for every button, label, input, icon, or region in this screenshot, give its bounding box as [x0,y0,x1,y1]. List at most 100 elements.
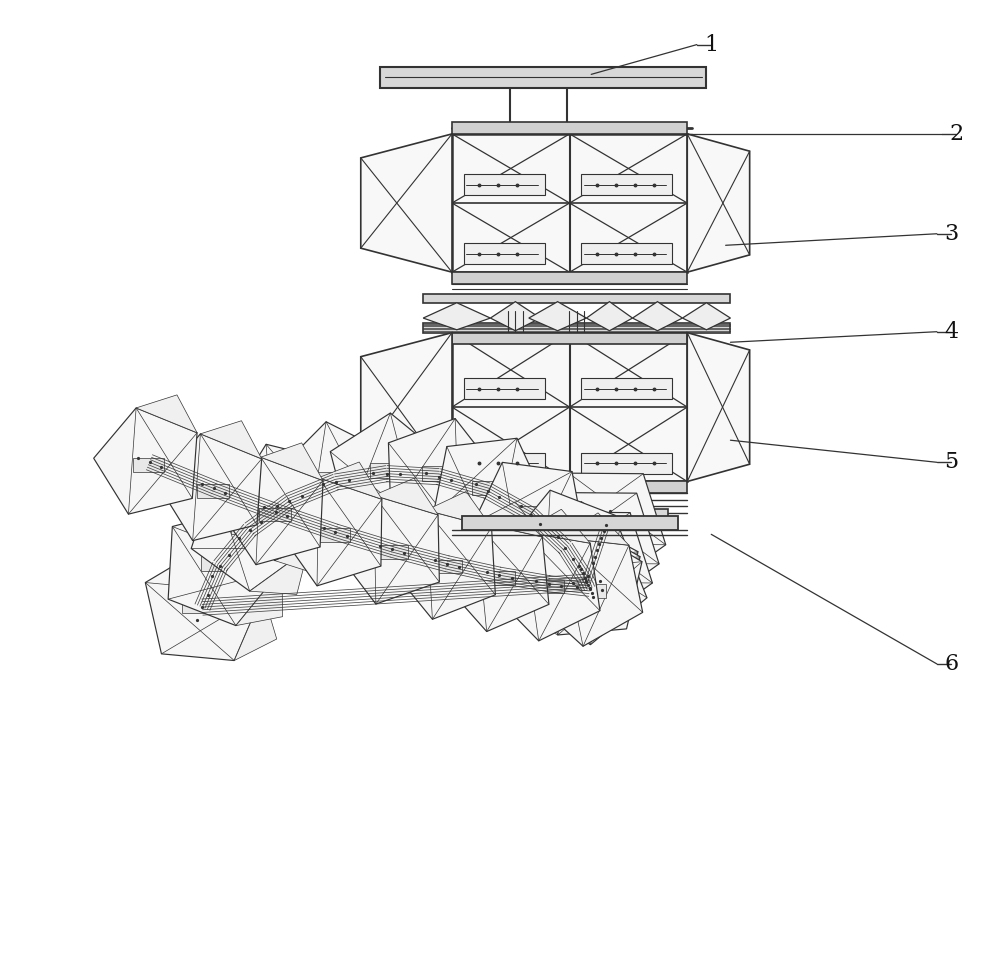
Polygon shape [527,473,569,544]
Bar [573,573,606,586]
Polygon shape [515,512,556,582]
Polygon shape [374,479,438,515]
Polygon shape [228,444,341,560]
Bar [422,466,456,481]
Bar [452,122,687,134]
Bar [182,598,217,613]
Polygon shape [433,516,495,559]
Polygon shape [561,513,629,545]
Polygon shape [687,134,750,273]
Polygon shape [529,301,586,330]
Bar [471,509,668,527]
Polygon shape [191,480,308,591]
Polygon shape [426,491,492,528]
Polygon shape [279,478,382,586]
Bar [464,174,545,195]
Polygon shape [472,462,585,574]
Polygon shape [250,549,308,594]
Polygon shape [390,510,495,619]
Polygon shape [500,544,544,603]
Polygon shape [523,509,590,543]
Bar [380,66,706,88]
Polygon shape [682,302,730,329]
Bar [462,516,678,530]
Polygon shape [515,567,557,630]
Polygon shape [388,419,499,534]
Bar [578,557,613,572]
Polygon shape [472,526,523,574]
Polygon shape [586,301,633,330]
Bar [259,508,291,521]
Bar [452,332,687,344]
Polygon shape [490,301,540,330]
Bar [452,332,687,482]
Polygon shape [236,569,282,626]
Bar [573,585,606,598]
Polygon shape [200,421,262,458]
Polygon shape [275,534,341,575]
Polygon shape [276,422,390,536]
Bar [452,273,687,284]
Polygon shape [476,502,542,536]
Bar [464,378,545,400]
Polygon shape [423,302,490,329]
Text: 5: 5 [944,452,958,473]
Bar [201,557,235,571]
Polygon shape [521,493,563,563]
Polygon shape [491,532,600,640]
Bar [472,481,506,495]
Polygon shape [158,434,262,540]
Polygon shape [506,490,615,603]
Polygon shape [361,332,452,482]
Bar [464,453,545,474]
Polygon shape [145,545,263,661]
Bar [318,472,353,486]
Polygon shape [319,462,382,499]
Polygon shape [539,493,659,607]
Bar [581,174,672,195]
Polygon shape [533,512,652,626]
Text: 1: 1 [704,34,718,56]
Bar [569,578,604,593]
Polygon shape [532,537,643,646]
Polygon shape [234,593,277,661]
Bar [532,580,564,593]
Bar [197,484,229,498]
Polygon shape [309,525,379,560]
Polygon shape [547,502,620,534]
Bar [581,453,672,474]
Text: 6: 6 [944,653,958,675]
Polygon shape [442,522,549,632]
Bar [585,537,620,553]
Bar [133,458,164,472]
Bar [581,378,672,400]
Bar [452,482,687,493]
Bar [516,506,550,520]
Bar [271,491,305,506]
Bar [231,520,265,534]
Bar [430,560,462,573]
Polygon shape [633,301,682,330]
Polygon shape [136,395,197,432]
Polygon shape [348,521,420,553]
Polygon shape [526,519,638,630]
Polygon shape [261,443,323,481]
Polygon shape [528,530,647,644]
Bar [581,244,672,265]
Polygon shape [529,523,640,633]
Polygon shape [94,408,197,514]
Polygon shape [391,514,459,552]
Polygon shape [687,332,750,482]
Polygon shape [517,569,557,633]
Bar [571,569,604,584]
Bar [591,518,626,534]
Bar [452,134,687,273]
Bar [319,528,350,541]
Text: 3: 3 [944,222,958,245]
Polygon shape [335,495,439,604]
Polygon shape [168,508,282,626]
Bar [482,571,515,585]
Polygon shape [518,571,558,635]
Text: 2: 2 [949,123,963,144]
Bar [423,294,730,303]
